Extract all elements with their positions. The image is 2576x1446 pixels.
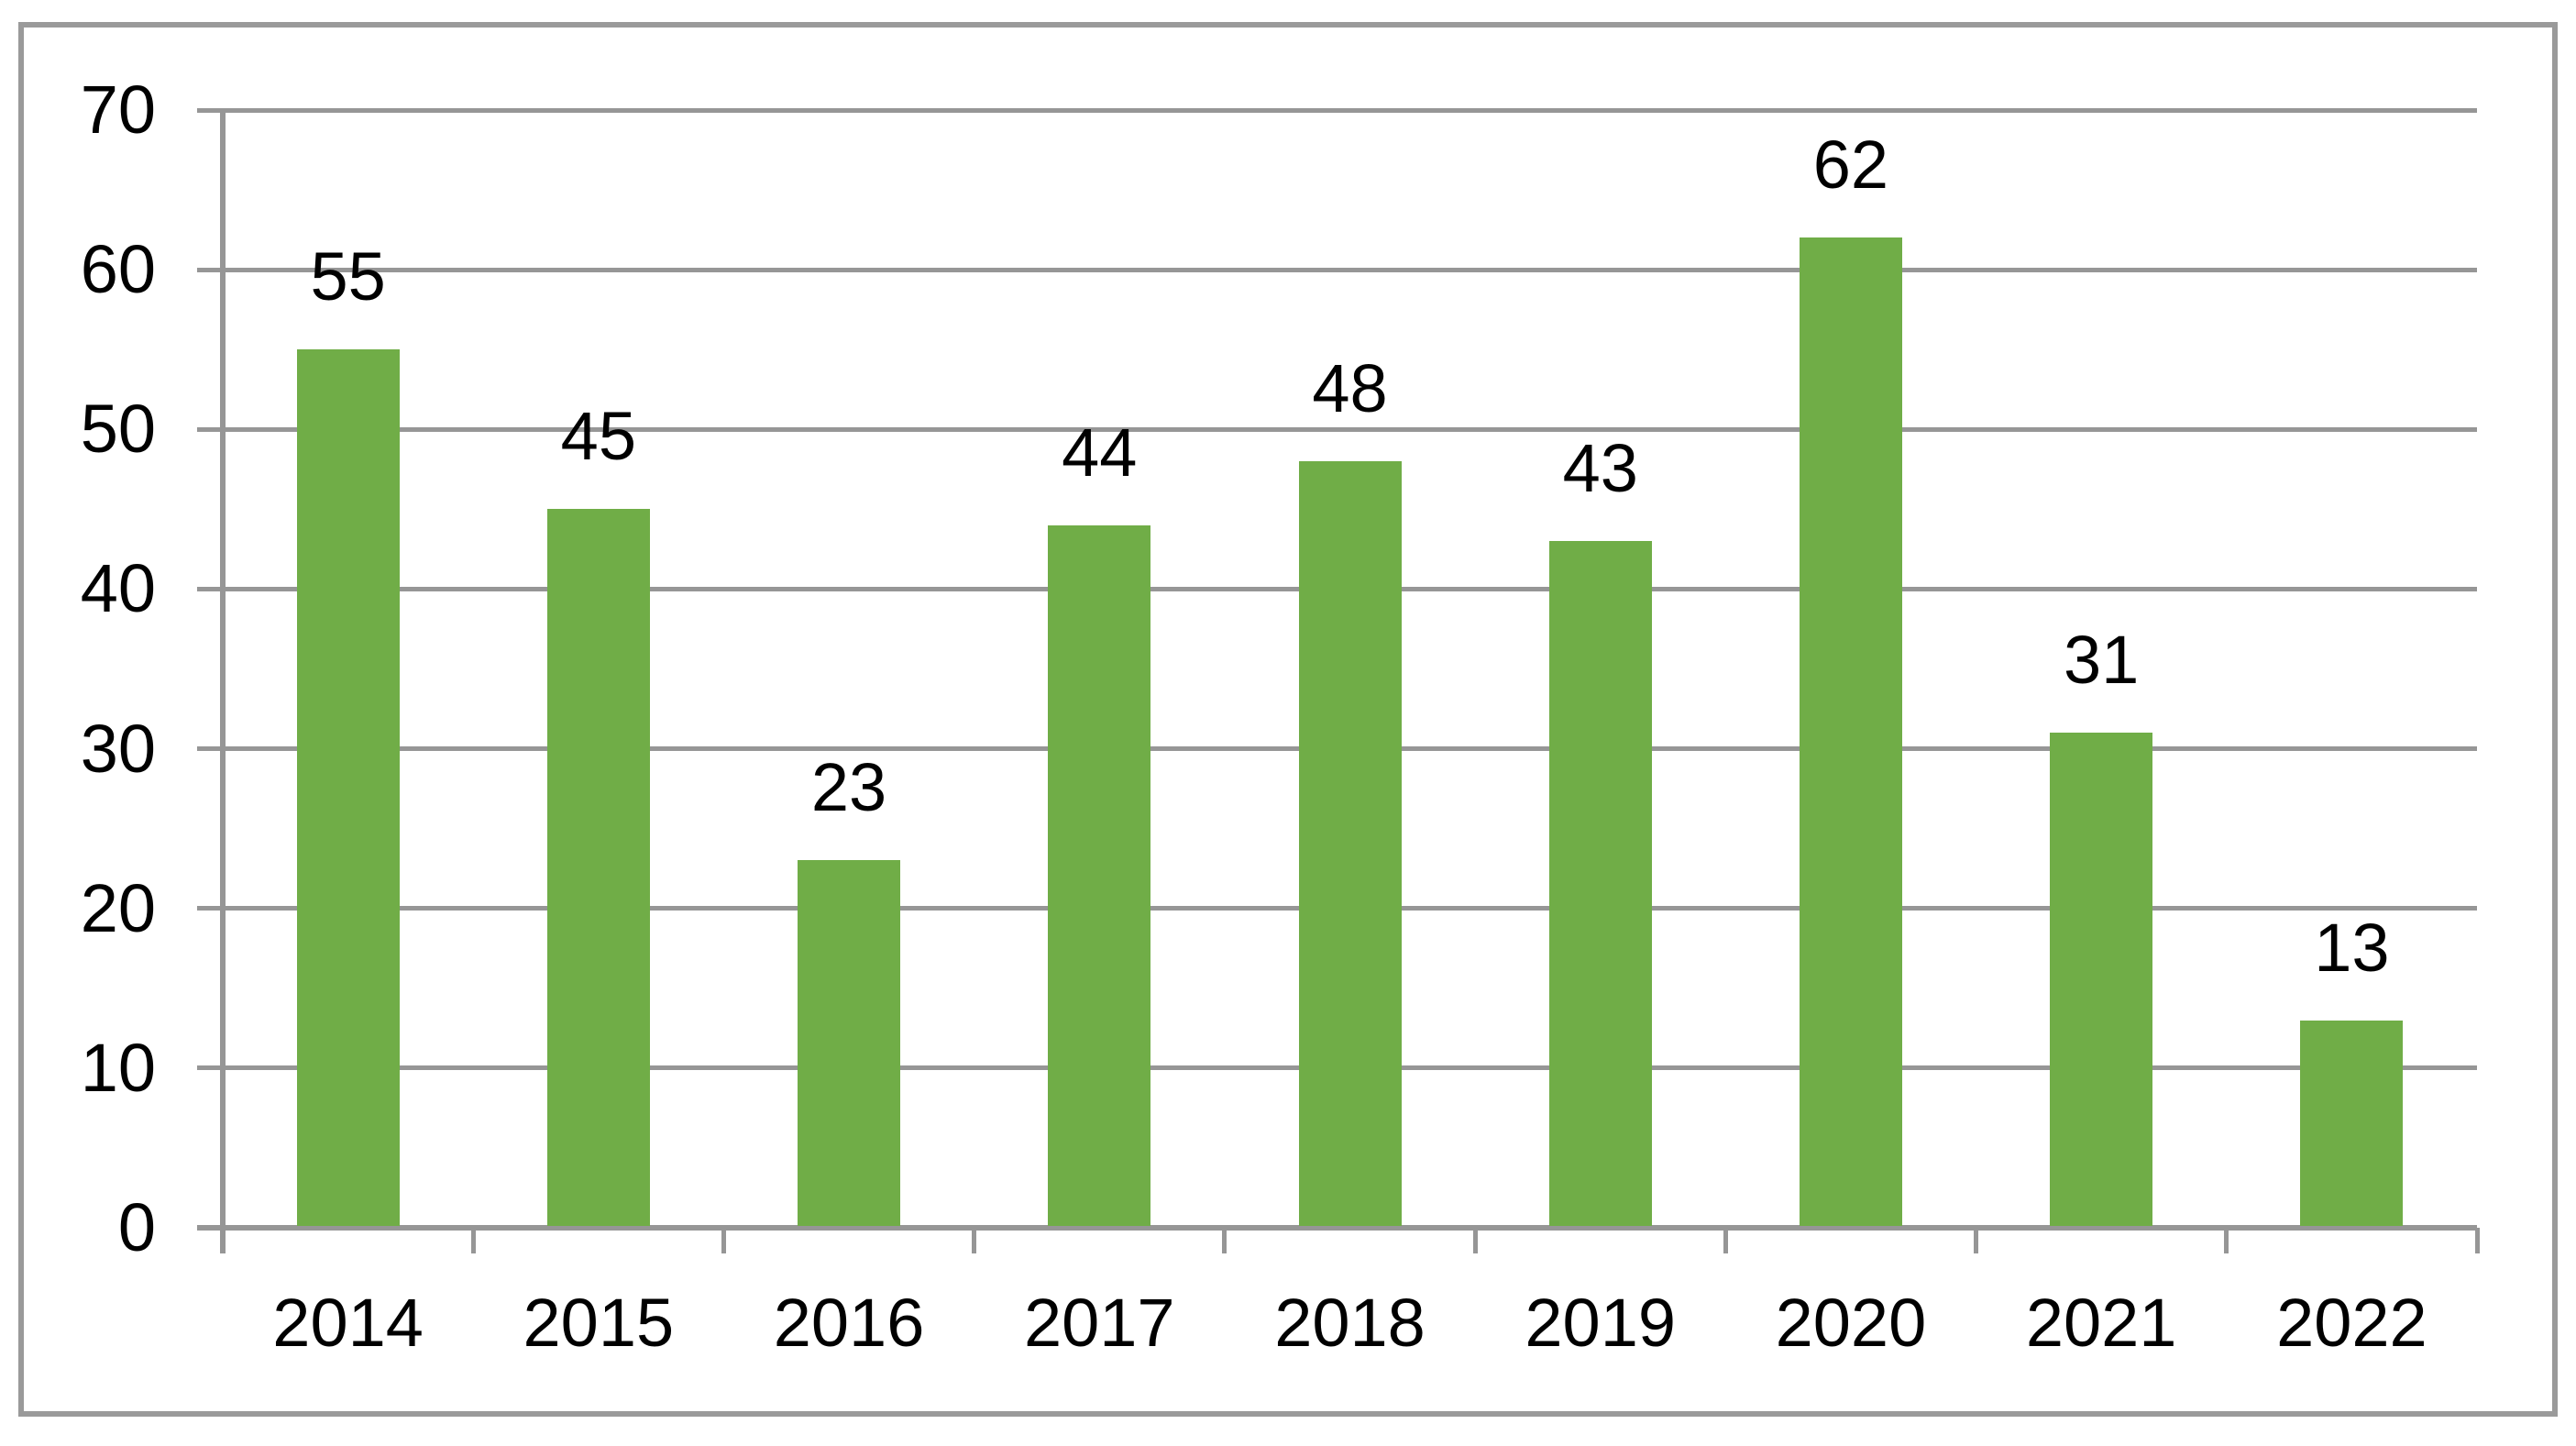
x-axis-category-label: 2022	[2276, 1285, 2427, 1361]
y-axis-tick-label: 50	[80, 391, 156, 468]
bar-2018	[1298, 461, 1402, 1226]
x-axis-tick	[721, 1228, 726, 1253]
y-axis-tick-label: 10	[80, 1029, 156, 1106]
bar-value-label: 45	[560, 398, 636, 475]
x-axis-tick	[1472, 1228, 1478, 1253]
x-axis-category-label: 2017	[1023, 1285, 1175, 1361]
x-axis-category-label: 2019	[1525, 1285, 1677, 1361]
x-axis-category-label: 2021	[2025, 1285, 2177, 1361]
x-axis-category-label: 2018	[1274, 1285, 1426, 1361]
bar-2014	[296, 349, 400, 1226]
x-axis-tick	[2474, 1228, 2480, 1253]
bar-2021	[2050, 733, 2153, 1226]
y-axis-line	[220, 108, 226, 1253]
y-axis-tick-label: 20	[80, 869, 156, 946]
x-axis-category-label: 2015	[523, 1285, 675, 1361]
y-axis-tick-label: 30	[80, 710, 156, 787]
x-axis-tick	[2224, 1228, 2229, 1253]
x-axis-baseline	[197, 1225, 2477, 1231]
x-axis-tick	[1222, 1228, 1227, 1253]
y-gridline	[197, 107, 2477, 113]
y-axis-tick-label: 40	[80, 550, 156, 627]
y-gridline	[197, 426, 2477, 432]
x-axis-category-label: 2014	[272, 1285, 424, 1361]
bar-value-label: 44	[1062, 414, 1138, 491]
x-axis-category-label: 2016	[773, 1285, 925, 1361]
x-axis-category-label: 2020	[1775, 1285, 1927, 1361]
bar-value-label: 23	[810, 749, 887, 826]
y-axis-tick-label: 70	[80, 72, 156, 148]
bar-2015	[546, 509, 650, 1226]
bar-value-label: 62	[1812, 127, 1889, 204]
bar-value-label: 48	[1312, 350, 1388, 427]
bar-2022	[2300, 1020, 2404, 1226]
y-axis-tick-label: 60	[80, 231, 156, 308]
bar-2016	[798, 860, 901, 1226]
x-axis-tick	[220, 1228, 226, 1253]
bar-2020	[1799, 237, 1902, 1226]
x-axis-tick	[470, 1228, 476, 1253]
bar-value-label: 31	[2064, 622, 2140, 699]
x-axis-tick	[1974, 1228, 1979, 1253]
bar-2019	[1548, 541, 1652, 1226]
bar-value-label: 43	[1562, 430, 1638, 507]
bar-2017	[1048, 524, 1151, 1226]
y-gridline	[197, 267, 2477, 272]
bar-value-label: 55	[310, 238, 386, 315]
y-axis-tick-label: 0	[117, 1189, 156, 1265]
x-axis-tick	[972, 1228, 977, 1253]
bar-value-label: 13	[2314, 909, 2390, 986]
x-axis-tick	[1723, 1228, 1728, 1253]
